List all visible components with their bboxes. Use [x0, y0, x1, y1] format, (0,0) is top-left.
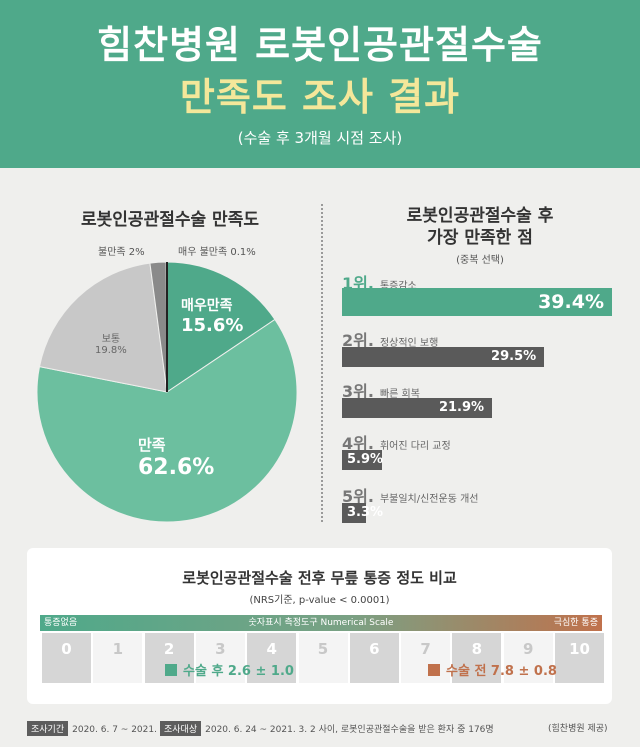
- bar-4: 3.3%: [342, 503, 383, 523]
- legend-before-surgery: 수술 전 7.8 ± 0.8: [428, 660, 557, 679]
- scale-cell-8: 8: [452, 633, 502, 683]
- scale-cell-4: 4: [247, 633, 297, 683]
- scale-label-extreme-pain: 극심한 통증: [553, 618, 598, 628]
- source-credit: (힘찬병원 제공): [548, 724, 608, 734]
- pain-scale-title: 로봇인공관절수술 전후 무릎 통증 정도 비교: [182, 569, 457, 587]
- pie-slice-2: [38, 262, 168, 393]
- pie-slice-0: [166, 261, 276, 393]
- scale-cell-9: 9: [503, 633, 553, 683]
- scale-label-no-pain: 통증없음: [44, 618, 78, 628]
- bar-value-label-3: 5.9%: [347, 452, 384, 467]
- legend-swatch-before: [428, 664, 440, 676]
- pie-slice-1: [36, 318, 298, 523]
- scale-cell-10: 10: [555, 633, 604, 683]
- section-divider: [321, 204, 323, 522]
- scale-cell-1: 1: [93, 633, 143, 683]
- bar-value-label-2: 21.9%: [438, 400, 485, 415]
- bar-category-label-3: 4위. 휘어진 다리 교정: [342, 434, 451, 453]
- bar-chart-title: 로봇인공관절수술 후 가장 만족한 점: [406, 206, 554, 248]
- page-title: 힘찬병원 로봇인공관절수술: [97, 23, 543, 67]
- pie-label-neutral: 보통 19.8%: [95, 334, 127, 356]
- legend-swatch-after: [165, 664, 177, 676]
- pie-chart-title: 로봇인공관절수술 만족도: [81, 210, 259, 230]
- scale-cell-7: 7: [401, 633, 451, 683]
- pie-label-satisfied: 만족 62.6%: [138, 436, 215, 480]
- bar-category-label-2: 3위. 빠른 회복: [342, 382, 420, 401]
- header-banner: 힘찬병원 로봇인공관절수술 만족도 조사 결과 (수술 후 3개월 시점 조사): [0, 0, 640, 168]
- survey-timing-note: (수술 후 3개월 시점 조사): [237, 129, 403, 147]
- legend-after-surgery: 수술 후 2.6 ± 1.0: [165, 660, 294, 679]
- scale-cell-5: 5: [298, 633, 348, 683]
- bar-category-label-4: 5위. 부불일치/신전운동 개선: [342, 487, 479, 506]
- pain-scale-subtitle: (NRS기준, p-value < 0.0001): [249, 595, 390, 606]
- bar-0: 39.4%: [342, 288, 612, 316]
- bar-3: 5.9%: [342, 450, 384, 470]
- survey-period: 조사기간 2020. 6. 7 ~ 2021. 6. 5: [27, 721, 177, 736]
- survey-target: 조사대상 2020. 6. 24 ~ 2021. 3. 2 사이, 로봇인공관절수…: [160, 721, 494, 736]
- bar-2: 21.9%: [342, 398, 493, 418]
- pie-label-very-satisfied: 매우만족 15.6%: [181, 298, 244, 336]
- bar-value-label-0: 39.4%: [538, 291, 604, 313]
- pie-label-very-dissatisfied: 매우 불만족 0.1%: [178, 247, 256, 258]
- page-subtitle-highlight: 만족도 조사 결과: [179, 75, 461, 119]
- numerical-scale-band: 통증없음 숫자표시 측정도구 Numerical Scale 극심한 통증: [40, 615, 602, 631]
- scale-label-center: 숫자표시 측정도구 Numerical Scale: [248, 618, 394, 628]
- bar-category-label-1: 2위. 정상적인 보행: [342, 331, 439, 350]
- bar-value-label-1: 29.5%: [491, 349, 537, 364]
- scale-cell-3: 3: [195, 633, 245, 683]
- multiple-choice-note: (중복 선택): [456, 255, 504, 266]
- scale-cell-6: 6: [349, 633, 399, 683]
- scale-cell-0: 0: [42, 633, 91, 683]
- pie-label-dissatisfied: 불만족 2%: [98, 247, 145, 258]
- bar-value-label-4: 3.3%: [347, 505, 384, 520]
- satisfaction-pie-chart: [36, 261, 298, 523]
- bar-1: 29.5%: [342, 347, 545, 367]
